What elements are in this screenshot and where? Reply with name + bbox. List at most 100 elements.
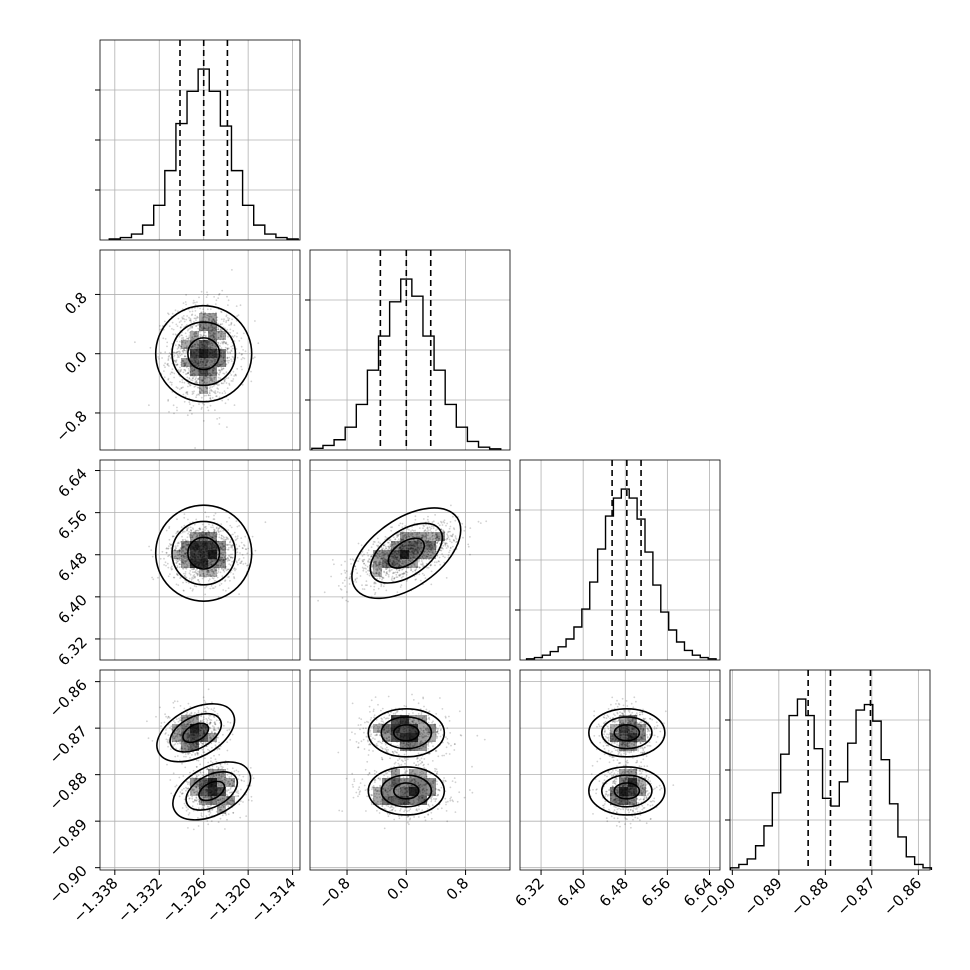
scatter-point bbox=[165, 729, 167, 731]
scatter-point bbox=[215, 372, 218, 375]
scatter-point bbox=[187, 532, 190, 535]
scatter-point bbox=[254, 320, 256, 322]
scatter-point bbox=[213, 376, 216, 379]
scatter-point bbox=[191, 345, 193, 348]
scatter-point bbox=[228, 359, 230, 362]
scatter-point bbox=[214, 345, 217, 348]
scatter-point bbox=[227, 721, 229, 723]
scatter-point bbox=[373, 588, 375, 591]
scatter-point bbox=[216, 391, 219, 393]
scatter-point bbox=[230, 374, 233, 376]
scatter-point bbox=[175, 386, 178, 389]
scatter-point bbox=[391, 575, 394, 578]
scatter-point bbox=[240, 353, 243, 356]
scatter-point bbox=[203, 334, 206, 337]
scatter-point bbox=[180, 548, 183, 550]
scatter-point bbox=[215, 299, 218, 302]
scatter-point bbox=[163, 721, 166, 724]
scatter-point bbox=[207, 394, 210, 397]
scatter-point bbox=[226, 343, 229, 346]
scatter-point bbox=[216, 364, 219, 366]
scatter-point bbox=[167, 575, 170, 578]
scatter-point bbox=[198, 378, 201, 381]
scatter-point bbox=[430, 527, 432, 530]
scatter-point bbox=[209, 372, 212, 375]
scatter-point bbox=[213, 333, 216, 336]
scatter-point bbox=[188, 331, 191, 334]
scatter-point bbox=[185, 303, 188, 306]
scatter-point bbox=[210, 329, 213, 332]
scatter-point bbox=[180, 551, 183, 554]
scatter-point bbox=[345, 599, 348, 602]
scatter-point bbox=[174, 359, 177, 362]
scatter-point bbox=[431, 525, 433, 528]
scatter-point bbox=[194, 381, 197, 384]
scatter-point bbox=[201, 328, 204, 331]
scatter-point bbox=[199, 528, 202, 531]
density-cell bbox=[181, 559, 190, 568]
scatter-point bbox=[212, 312, 215, 315]
scatter-point bbox=[188, 401, 191, 404]
scatter-point bbox=[186, 376, 189, 379]
scatter-point bbox=[210, 324, 213, 326]
scatter-point bbox=[177, 355, 180, 357]
scatter-point bbox=[185, 361, 188, 364]
scatter-point bbox=[347, 600, 349, 603]
scatter-point bbox=[233, 324, 236, 326]
scatter-point bbox=[239, 304, 242, 307]
scatter-point bbox=[178, 563, 181, 566]
scatter-point bbox=[186, 529, 188, 532]
scatter-point bbox=[161, 357, 164, 359]
scatter-point bbox=[220, 347, 223, 349]
scatter-point bbox=[454, 535, 457, 537]
scatter-point bbox=[361, 588, 364, 590]
scatter-point bbox=[184, 571, 187, 573]
scatter-point bbox=[162, 337, 165, 340]
scatter-point bbox=[222, 359, 225, 362]
scatter-point bbox=[234, 535, 237, 538]
scatter-point bbox=[209, 364, 212, 366]
scatter-point bbox=[469, 536, 471, 538]
scatter-point bbox=[191, 336, 194, 338]
scatter-point bbox=[172, 404, 175, 407]
scatter-point bbox=[225, 320, 228, 322]
scatter-point bbox=[228, 382, 231, 385]
scatter-point bbox=[182, 302, 185, 304]
scatter-point bbox=[186, 324, 188, 326]
scatter-point bbox=[190, 529, 193, 532]
scatter-point bbox=[205, 329, 208, 331]
scatter-point bbox=[427, 515, 429, 518]
scatter-point bbox=[224, 342, 227, 344]
scatter-point bbox=[191, 370, 194, 372]
scatter-point bbox=[176, 363, 178, 366]
scatter-point bbox=[452, 527, 455, 529]
scatter-point bbox=[178, 335, 181, 338]
scatter-point bbox=[349, 558, 352, 561]
scatter-point bbox=[195, 569, 197, 572]
scatter-point bbox=[222, 338, 225, 341]
scatter-points bbox=[146, 688, 255, 831]
scatter-point bbox=[216, 383, 219, 385]
scatter-point bbox=[451, 545, 454, 548]
scatter-point bbox=[214, 358, 216, 360]
scatter-point bbox=[192, 299, 195, 302]
scatter-point bbox=[223, 372, 226, 375]
scatter-point bbox=[387, 545, 390, 548]
scatter-point bbox=[207, 394, 210, 397]
histogram-steps bbox=[108, 68, 299, 240]
scatter-point bbox=[439, 563, 442, 566]
scatter-point bbox=[228, 317, 231, 320]
scatter-point bbox=[405, 574, 408, 576]
scatter-point bbox=[217, 331, 220, 334]
scatter-point bbox=[207, 303, 209, 306]
scatter-point bbox=[194, 343, 196, 346]
scatter-point bbox=[189, 374, 192, 377]
scatter-point bbox=[187, 385, 189, 388]
scatter-point bbox=[236, 525, 239, 528]
scatter-point bbox=[180, 361, 182, 364]
scatter-point bbox=[240, 562, 242, 564]
scatter-point bbox=[224, 365, 227, 367]
scatter-point bbox=[185, 350, 188, 352]
scatter-point bbox=[170, 792, 173, 795]
scatter-point bbox=[187, 337, 189, 340]
